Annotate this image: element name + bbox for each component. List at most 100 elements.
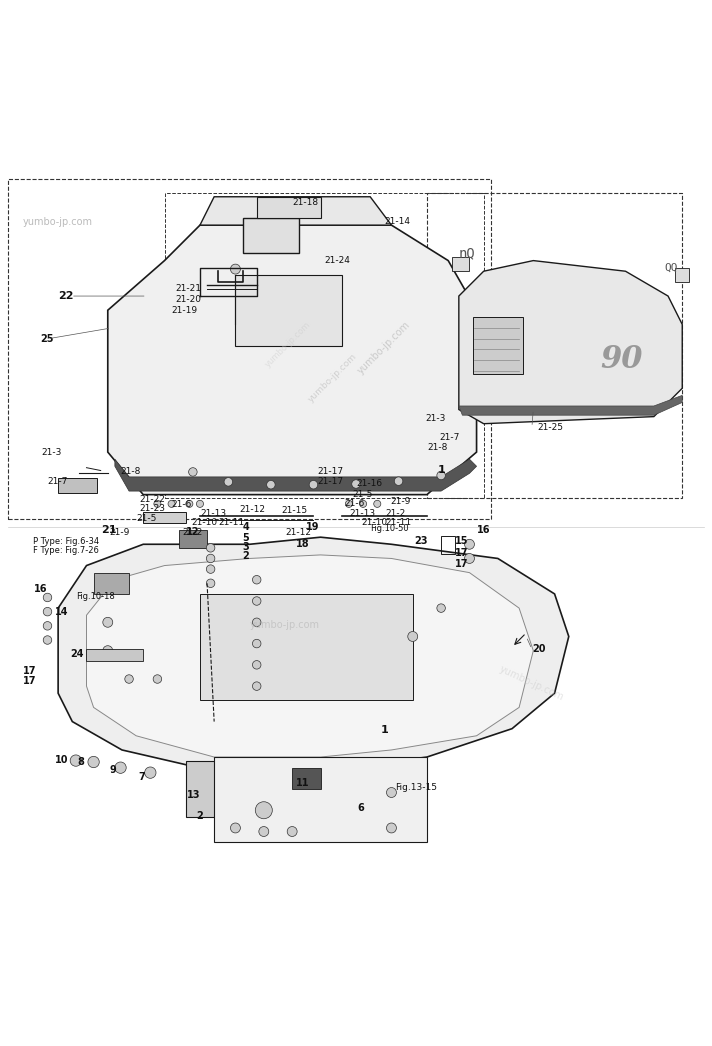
Bar	[473, 317, 523, 374]
Circle shape	[352, 480, 360, 488]
Polygon shape	[115, 459, 476, 491]
Circle shape	[231, 823, 241, 833]
Circle shape	[464, 540, 474, 549]
Circle shape	[43, 608, 52, 616]
Text: 21-11: 21-11	[219, 518, 244, 527]
Circle shape	[231, 265, 241, 274]
Text: 21-23: 21-23	[140, 504, 166, 514]
Text: Fig.13-15: Fig.13-15	[395, 783, 437, 792]
Circle shape	[197, 500, 204, 507]
Text: nQ: nQ	[459, 246, 476, 260]
Text: 21-18: 21-18	[292, 198, 318, 207]
Bar	[164, 194, 483, 498]
Bar	[58, 478, 97, 494]
Bar	[675, 268, 689, 281]
Circle shape	[103, 645, 112, 656]
Text: 21-11: 21-11	[385, 518, 412, 527]
Text: P Type: Fig.6-34: P Type: Fig.6-34	[33, 537, 100, 546]
Text: 21-21: 21-21	[175, 285, 201, 294]
Circle shape	[154, 500, 161, 507]
Bar	[86, 649, 143, 661]
Text: 21-7: 21-7	[440, 433, 460, 441]
Circle shape	[168, 500, 175, 507]
Text: 21-5: 21-5	[352, 491, 373, 499]
Text: 17: 17	[455, 560, 468, 569]
Text: 21-24: 21-24	[324, 256, 350, 265]
Circle shape	[206, 565, 215, 573]
Circle shape	[186, 500, 193, 507]
Text: 21-25: 21-25	[538, 423, 564, 432]
Circle shape	[387, 788, 397, 797]
Text: 21-14: 21-14	[384, 218, 410, 226]
Text: 19: 19	[306, 522, 320, 532]
Circle shape	[145, 767, 156, 778]
Text: 21-8: 21-8	[427, 444, 447, 452]
Polygon shape	[459, 395, 682, 415]
Text: 23: 23	[414, 536, 428, 546]
Text: 14: 14	[55, 608, 68, 617]
Circle shape	[256, 801, 272, 819]
Circle shape	[206, 554, 215, 563]
Polygon shape	[108, 225, 476, 495]
Polygon shape	[58, 538, 569, 771]
Text: yumbo-jp.com: yumbo-jp.com	[264, 320, 313, 369]
Bar	[306, 768, 377, 832]
Text: 21-13: 21-13	[200, 509, 226, 518]
Text: 8: 8	[78, 757, 84, 767]
Text: 20: 20	[532, 644, 545, 654]
Text: 12: 12	[186, 526, 199, 537]
Text: 24: 24	[70, 650, 84, 659]
Text: 21-13: 21-13	[349, 508, 375, 518]
Circle shape	[189, 468, 197, 476]
Text: 4: 4	[243, 522, 249, 531]
Polygon shape	[86, 555, 533, 757]
Circle shape	[253, 575, 261, 584]
Text: yumbo-jp.com: yumbo-jp.com	[356, 319, 412, 377]
Text: 1: 1	[438, 464, 445, 475]
Text: 6: 6	[357, 803, 364, 813]
Text: 17: 17	[23, 676, 36, 686]
Circle shape	[394, 477, 403, 485]
Text: 2: 2	[243, 551, 249, 562]
Circle shape	[308, 801, 318, 812]
Text: 9: 9	[109, 765, 116, 775]
Text: 16: 16	[34, 584, 48, 594]
Circle shape	[437, 604, 446, 612]
Bar	[243, 218, 299, 253]
Text: 10: 10	[56, 755, 69, 765]
Circle shape	[253, 639, 261, 647]
Text: 21-2: 21-2	[182, 528, 202, 537]
Text: 21-9: 21-9	[390, 497, 410, 506]
Text: yumbo-jp.com: yumbo-jp.com	[306, 353, 359, 405]
Bar	[236, 275, 342, 345]
Circle shape	[206, 579, 215, 588]
Text: QQ: QQ	[664, 264, 678, 273]
Bar	[179, 530, 207, 548]
Text: F Type: Fig.7-26: F Type: Fig.7-26	[33, 546, 99, 555]
Circle shape	[253, 618, 261, 627]
Text: yumbo-jp.com: yumbo-jp.com	[23, 218, 93, 227]
Bar	[214, 757, 427, 842]
Text: 21-3: 21-3	[42, 449, 62, 457]
Text: 21-5: 21-5	[136, 515, 157, 523]
Circle shape	[206, 544, 215, 552]
Text: 90: 90	[601, 344, 643, 376]
Text: 1: 1	[381, 725, 389, 735]
Text: yumbo-jp.com: yumbo-jp.com	[498, 663, 565, 702]
Circle shape	[115, 761, 126, 773]
Polygon shape	[459, 260, 682, 424]
Circle shape	[437, 472, 446, 480]
Circle shape	[125, 675, 133, 683]
Circle shape	[287, 826, 297, 837]
Text: 5: 5	[243, 532, 249, 543]
Text: Fig.10-50: Fig.10-50	[370, 524, 409, 533]
Circle shape	[43, 593, 52, 601]
Text: 17: 17	[455, 548, 468, 558]
Circle shape	[253, 682, 261, 690]
Bar	[441, 537, 455, 554]
Circle shape	[253, 661, 261, 669]
Circle shape	[224, 478, 233, 486]
Text: 7: 7	[138, 772, 145, 782]
Text: 21-17: 21-17	[317, 467, 343, 476]
Text: 21-6: 21-6	[345, 499, 365, 508]
